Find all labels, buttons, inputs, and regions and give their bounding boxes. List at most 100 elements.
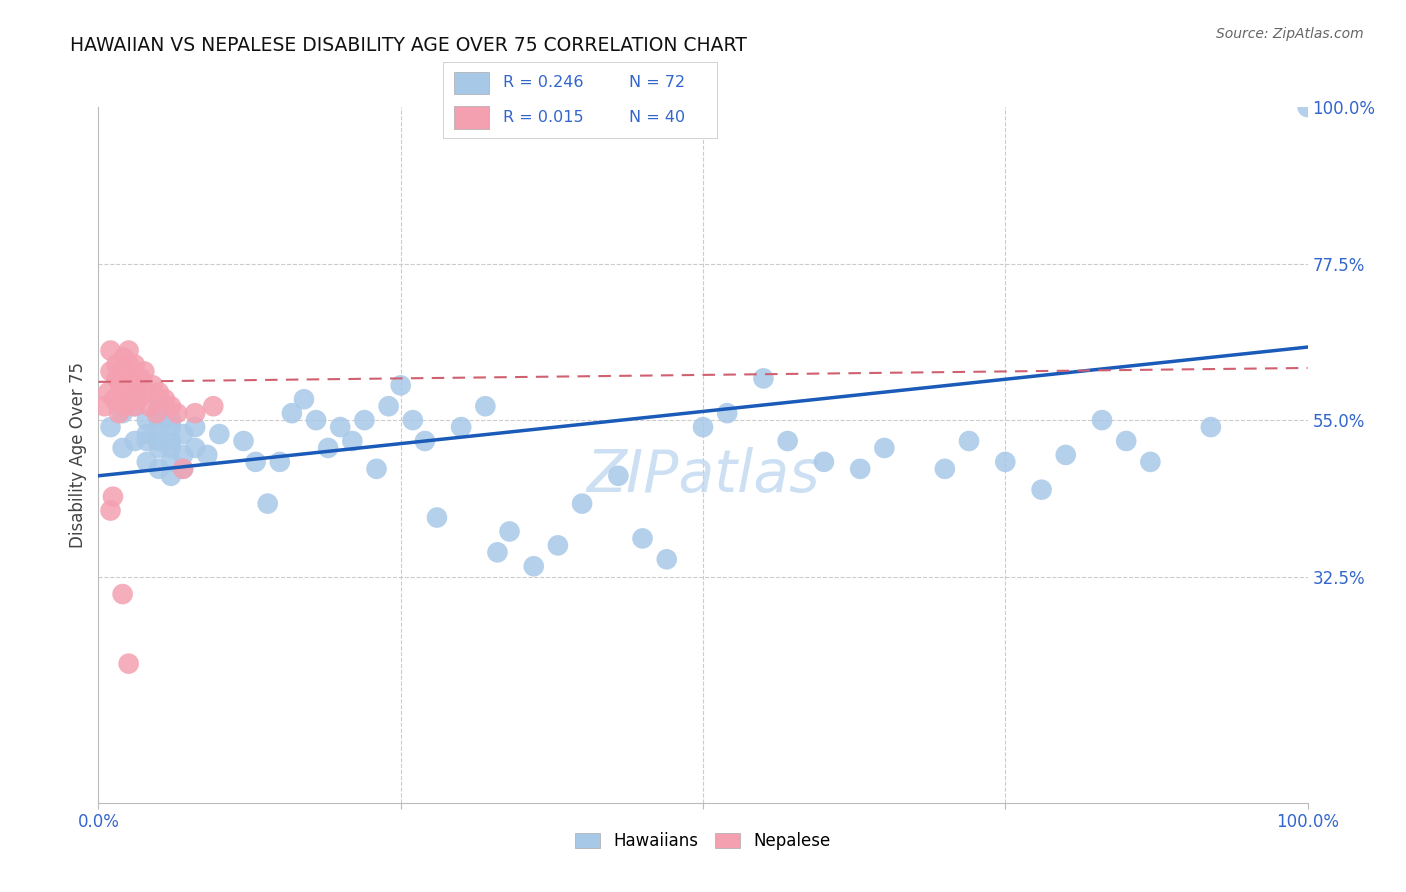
Point [813,455,835,469]
Point [160,413,183,427]
Point [957,434,980,448]
Point [138,399,160,413]
Point [124,399,146,413]
FancyBboxPatch shape [454,71,489,95]
Point [776,434,799,448]
Point [148,434,170,448]
Point [148,462,170,476]
Point [111,406,134,420]
Point [129,371,152,385]
Point [118,343,141,358]
Point [172,462,194,476]
Point [160,441,183,455]
Point [184,420,207,434]
Point [93,399,115,413]
Point [184,406,207,420]
Point [655,552,678,566]
Point [1139,455,1161,469]
Point [114,399,136,413]
Point [426,510,449,524]
Point [1115,434,1137,448]
Point [402,413,425,427]
Point [873,441,896,455]
Point [145,406,167,420]
Point [172,462,194,476]
Point [232,434,254,448]
Point [631,532,654,546]
Point [498,524,520,539]
Point [100,503,122,517]
Point [1054,448,1077,462]
Point [716,406,738,420]
Point [329,420,352,434]
Point [103,392,125,407]
Point [124,358,146,372]
Point [160,468,183,483]
Point [108,406,131,420]
Text: R = 0.246: R = 0.246 [503,76,583,90]
Point [160,420,183,434]
Point [124,399,146,413]
Point [105,358,128,372]
Text: N = 40: N = 40 [630,111,686,125]
Point [148,385,170,400]
Point [148,413,170,427]
Point [305,413,328,427]
Point [1091,413,1114,427]
Point [474,399,496,413]
Point [124,434,146,448]
Point [692,420,714,434]
Point [111,392,134,407]
Point [523,559,546,574]
Point [118,358,141,372]
Point [281,406,304,420]
Point [112,351,135,365]
Point [111,364,134,378]
Point [208,427,231,442]
Y-axis label: Disability Age Over 75: Disability Age Over 75 [69,362,87,548]
Text: HAWAIIAN VS NEPALESE DISABILITY AGE OVER 75 CORRELATION CHART: HAWAIIAN VS NEPALESE DISABILITY AGE OVER… [70,36,747,54]
Point [111,441,134,455]
Point [135,427,157,442]
Point [571,497,593,511]
Point [269,455,291,469]
Point [160,399,183,413]
Point [316,441,339,455]
Point [135,455,157,469]
Point [118,657,141,671]
Text: N = 72: N = 72 [630,76,686,90]
Point [934,462,956,476]
Point [607,468,630,483]
Point [1296,100,1319,114]
Point [115,378,138,392]
Point [486,545,509,559]
Point [121,371,143,385]
Point [135,413,157,427]
Point [160,434,183,448]
Point [172,427,194,442]
Point [849,462,872,476]
FancyBboxPatch shape [454,106,489,129]
Point [256,497,278,511]
Point [100,343,122,358]
Point [377,399,399,413]
Point [202,399,225,413]
Point [108,378,131,392]
Point [547,538,569,552]
Point [100,420,122,434]
Point [127,392,149,407]
Point [111,587,134,601]
Point [1031,483,1053,497]
Point [752,371,775,385]
Point [994,455,1017,469]
Point [124,378,146,392]
Text: ZIPatlas: ZIPatlas [586,447,820,504]
Point [245,455,267,469]
Point [148,441,170,455]
Legend: Hawaiians, Nepalese: Hawaiians, Nepalese [568,826,838,857]
Point [135,434,157,448]
Point [413,434,436,448]
Point [135,385,157,400]
Point [120,392,142,407]
Point [148,420,170,434]
